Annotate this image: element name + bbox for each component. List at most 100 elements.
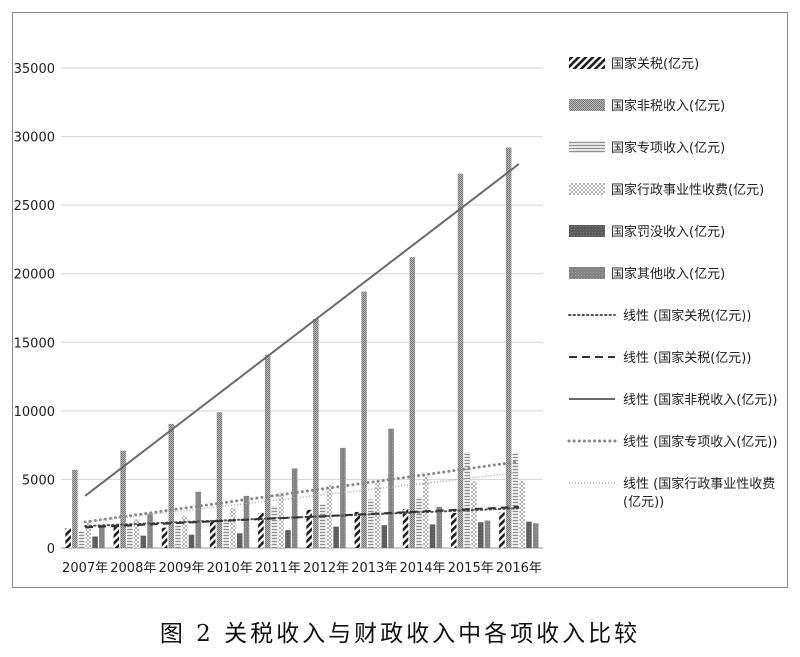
- bar-special: [127, 526, 133, 548]
- bar-admin: [519, 480, 525, 548]
- legend-label: 国家专项收入(亿元): [611, 140, 725, 156]
- bar-admin: [374, 482, 381, 548]
- bar-tariff: [402, 509, 409, 548]
- y-tick-label: 10000: [14, 405, 55, 420]
- bar-fines: [333, 526, 339, 548]
- bar-other: [388, 428, 394, 548]
- bar-fines: [285, 530, 291, 548]
- bar-admin: [182, 516, 188, 548]
- bar-fines: [477, 522, 484, 548]
- legend-swatch-other: [569, 267, 605, 279]
- bar-special: [78, 530, 85, 548]
- bar-nontax: [313, 318, 319, 548]
- bar-other: [195, 491, 202, 548]
- figure-caption: 图 2 关税收入与财政收入中各项收入比较: [159, 621, 641, 647]
- bar-tariff: [258, 512, 264, 548]
- y-tick-label: 35000: [14, 62, 55, 77]
- bar-other: [243, 495, 250, 548]
- legend-label: 国家其他收入(亿元): [611, 266, 725, 282]
- y-tick-label: 15000: [14, 336, 55, 351]
- bar-tariff: [450, 512, 457, 548]
- bar-nontax: [216, 412, 223, 548]
- legend-swatch-admin: [569, 183, 605, 195]
- x-tick-label: 2013年: [351, 561, 397, 576]
- y-tick-label: 30000: [14, 131, 55, 146]
- legend-trend-label: 线性 (国家关税(亿元)): [623, 350, 751, 366]
- legend-label: 国家行政事业性收费(亿元): [611, 182, 764, 198]
- x-tick-label: 2014年: [399, 561, 445, 576]
- bar-other: [484, 520, 491, 548]
- x-tick-label: 2015年: [448, 561, 494, 576]
- legend-swatch-nontax: [569, 99, 605, 111]
- legend-label: 国家罚没收入(亿元): [611, 224, 725, 240]
- x-tick-label: 2012年: [303, 561, 349, 576]
- bar-nontax: [120, 450, 126, 548]
- trendline: [83, 460, 521, 524]
- legend-swatch-tariff: [569, 57, 605, 69]
- x-tick-label: 2010年: [207, 561, 253, 576]
- bar-special: [175, 525, 181, 548]
- x-axis-ticks: 2007年 2008年 2009年 2010年 2011年 2012年 2013年 2014年…: [62, 561, 542, 576]
- trendlines: [83, 163, 521, 529]
- bar-special: [512, 453, 519, 548]
- bar-other: [340, 447, 346, 548]
- legend-swatch-special: [569, 141, 605, 153]
- bar-fines: [92, 536, 98, 548]
- bar-special: [271, 506, 278, 548]
- bar-tariff: [306, 509, 312, 548]
- bar-fines: [526, 521, 532, 548]
- x-tick-label: 2016年: [496, 561, 542, 576]
- bar-special: [416, 497, 422, 548]
- bar-special: [319, 503, 326, 548]
- y-tick-label: 20000: [14, 268, 55, 283]
- bar-admin: [85, 521, 92, 548]
- x-tick-label: 2009年: [158, 561, 204, 576]
- bar-tariff: [499, 512, 505, 548]
- chart-frame: 0 5000 10000 15000 20000 25000 30000 35000 2007…: [12, 12, 788, 588]
- trendline: [84, 163, 520, 497]
- bar-nontax: [457, 173, 464, 548]
- y-tick-label: 5000: [22, 473, 55, 488]
- bar-other: [99, 524, 105, 548]
- bar-tariff: [209, 520, 216, 548]
- y-tick-label: 25000: [14, 199, 55, 214]
- bar-nontax: [361, 291, 367, 548]
- bar-fines: [429, 524, 436, 548]
- trendline: [85, 471, 519, 523]
- bar-nontax: [409, 257, 416, 548]
- bar-other: [436, 506, 443, 548]
- legend-swatch-fines: [569, 225, 605, 237]
- legend: 国家关税(亿元) 国家非税收入(亿元) 国家专项收入(亿元) 国家行政事业性收费(亿元…: [567, 56, 777, 510]
- legend-trend-label: (亿元)): [623, 495, 664, 510]
- legend-trend-label: 线性 (国家行政事业性收费: [623, 476, 775, 492]
- bar-tariff: [65, 528, 71, 548]
- x-tick-label: 2011年: [255, 561, 301, 576]
- bar-special: [368, 499, 374, 548]
- bar-admin: [230, 507, 236, 548]
- x-tick-label: 2007年: [62, 561, 108, 576]
- bar-admin: [278, 492, 284, 548]
- bar-admin: [471, 481, 477, 548]
- trendline: [85, 505, 519, 529]
- x-tick-label: 2008年: [110, 561, 156, 576]
- bar-nontax: [505, 147, 512, 549]
- bar-nontax: [72, 469, 78, 548]
- bar-nontax: [168, 423, 175, 548]
- bar-fines: [381, 525, 388, 548]
- bar-fines: [236, 533, 243, 548]
- legend-trend-label: 线性 (国家专项收入(亿元)): [623, 434, 777, 450]
- bar-tariff: [113, 523, 120, 548]
- y-tick-label: 0: [47, 542, 55, 557]
- bar-other: [532, 523, 539, 548]
- bar-admin: [133, 519, 140, 548]
- bar-special: [464, 452, 470, 548]
- bar-special: [223, 520, 229, 548]
- legend-label: 国家关税(亿元): [611, 56, 699, 72]
- bar-fines: [140, 535, 147, 548]
- bars: [65, 147, 539, 549]
- bar-other: [147, 513, 153, 548]
- bar-tariff: [161, 527, 168, 548]
- chart-canvas: 0 5000 10000 15000 20000 25000 30000 35000 2007…: [14, 56, 778, 576]
- legend-label: 国家非税收入(亿元): [611, 98, 725, 114]
- bar-other: [291, 468, 298, 548]
